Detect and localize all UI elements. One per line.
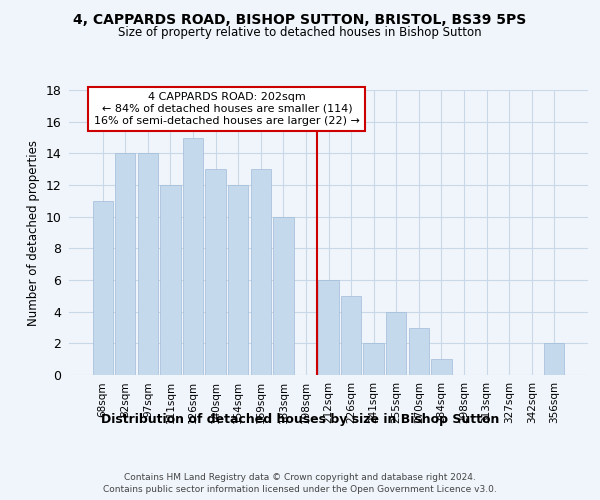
- Bar: [431, 359, 452, 375]
- Text: Contains public sector information licensed under the Open Government Licence v3: Contains public sector information licen…: [103, 485, 497, 494]
- Bar: [92, 201, 113, 375]
- Bar: [138, 154, 158, 375]
- Bar: [364, 344, 384, 375]
- Bar: [409, 328, 429, 375]
- Bar: [115, 154, 136, 375]
- Bar: [341, 296, 361, 375]
- Text: 4, CAPPARDS ROAD, BISHOP SUTTON, BRISTOL, BS39 5PS: 4, CAPPARDS ROAD, BISHOP SUTTON, BRISTOL…: [73, 12, 527, 26]
- Text: Size of property relative to detached houses in Bishop Sutton: Size of property relative to detached ho…: [118, 26, 482, 39]
- Bar: [183, 138, 203, 375]
- Text: 4 CAPPARDS ROAD: 202sqm
← 84% of detached houses are smaller (114)
16% of semi-d: 4 CAPPARDS ROAD: 202sqm ← 84% of detache…: [94, 92, 360, 126]
- Bar: [205, 169, 226, 375]
- Text: Distribution of detached houses by size in Bishop Sutton: Distribution of detached houses by size …: [101, 412, 499, 426]
- Bar: [544, 344, 565, 375]
- Bar: [228, 185, 248, 375]
- Text: Contains HM Land Registry data © Crown copyright and database right 2024.: Contains HM Land Registry data © Crown c…: [124, 472, 476, 482]
- Bar: [319, 280, 338, 375]
- Bar: [160, 185, 181, 375]
- Bar: [386, 312, 406, 375]
- Y-axis label: Number of detached properties: Number of detached properties: [27, 140, 40, 326]
- Bar: [273, 216, 293, 375]
- Bar: [251, 169, 271, 375]
